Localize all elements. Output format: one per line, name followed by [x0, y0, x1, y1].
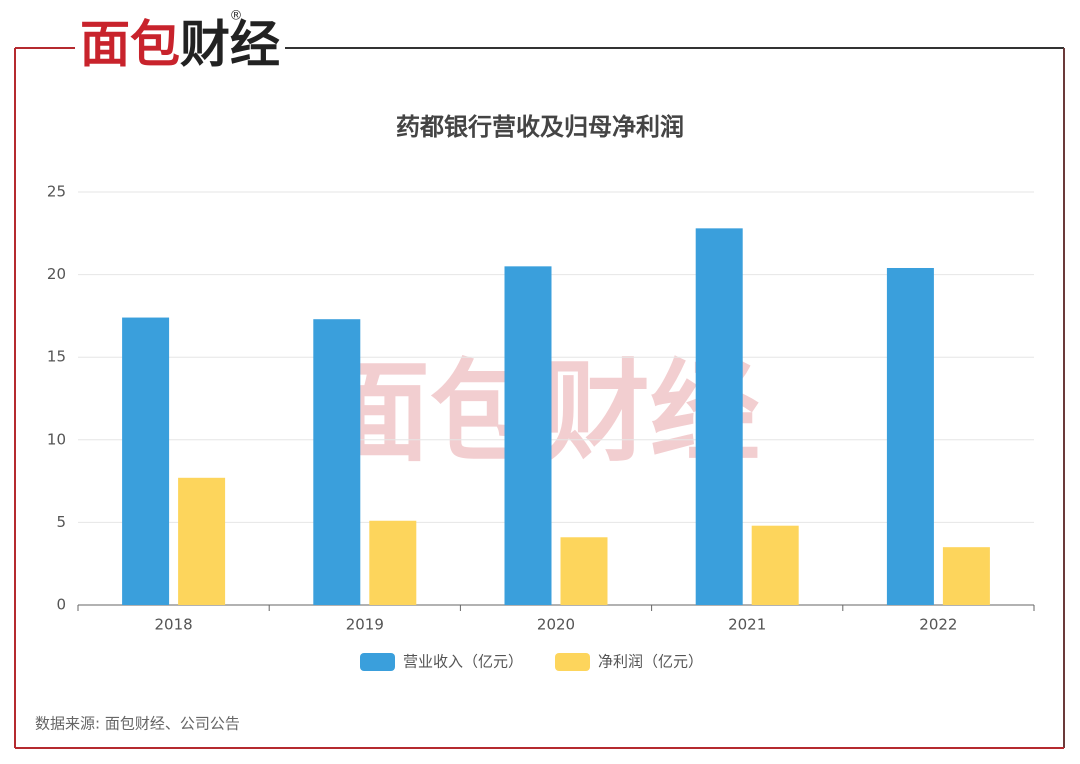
bar [560, 537, 608, 605]
logo-mark: ® [230, 9, 243, 24]
legend-label: 净利润（亿元） [598, 653, 703, 671]
bar [178, 477, 226, 605]
source-note: 数据来源: 面包财经、公司公告 [35, 715, 240, 733]
y-tick-label: 15 [47, 348, 66, 366]
y-tick-label: 20 [47, 265, 66, 283]
bar [942, 547, 990, 605]
legend-label: 营业收入（亿元） [403, 653, 523, 671]
chart-title: 药都银行营收及归母净利润 [396, 113, 684, 141]
bar [504, 266, 552, 605]
bar [313, 319, 361, 605]
x-tick-label: 2019 [346, 616, 384, 634]
legend-swatch [360, 653, 395, 671]
logo: 面包财经 [80, 16, 280, 74]
bar [695, 228, 743, 605]
y-tick-label: 25 [47, 183, 66, 201]
x-tick-label: 2018 [155, 616, 193, 634]
bar [369, 520, 417, 605]
x-tick-label: 2022 [919, 616, 957, 634]
bar [886, 267, 934, 605]
y-tick-label: 10 [47, 430, 66, 448]
y-tick-label: 5 [56, 513, 66, 531]
bar [122, 317, 170, 605]
bar [751, 525, 799, 605]
x-tick-label: 2020 [537, 616, 575, 634]
y-tick-label: 0 [56, 596, 66, 614]
legend-swatch [555, 653, 590, 671]
x-tick-label: 2021 [728, 616, 766, 634]
